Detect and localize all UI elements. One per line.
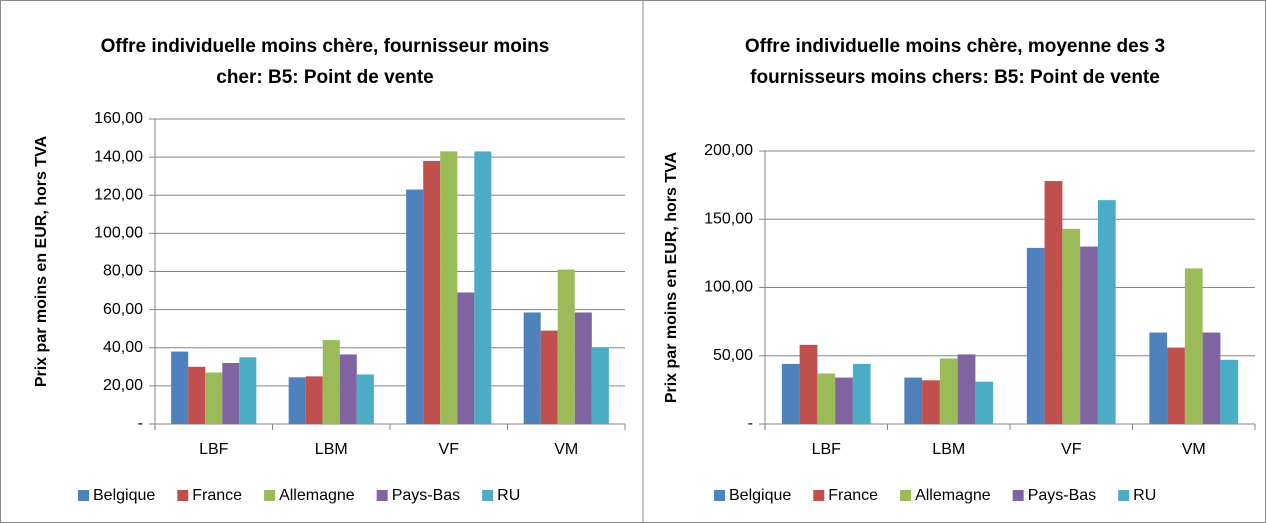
bar — [288, 377, 306, 424]
bar — [904, 377, 923, 424]
y-tick-label: 160,00 — [94, 110, 143, 127]
bar — [1220, 359, 1239, 424]
legend-swatch — [376, 490, 388, 501]
bar — [1062, 228, 1081, 424]
bar — [852, 363, 871, 424]
bar — [188, 366, 206, 424]
y-axis-label: Prix par moins en EUR, hors TVA — [663, 151, 680, 403]
bar — [1080, 246, 1098, 424]
x-tick-label: LBF — [812, 441, 842, 458]
legend-label: Allemagne — [279, 487, 355, 504]
bar — [474, 151, 492, 424]
x-tick-label: LBM — [315, 441, 348, 458]
x-tick-label: VM — [1182, 441, 1206, 458]
chart-title: Offre individuelle moins chère, fourniss… — [100, 36, 550, 88]
bar — [1167, 347, 1185, 424]
bar — [1026, 247, 1045, 424]
bar — [339, 354, 357, 424]
y-tick-label: 140,00 — [94, 148, 143, 165]
bar — [1202, 332, 1221, 424]
y-tick-label: 80,00 — [103, 263, 143, 280]
bar — [305, 376, 323, 424]
bar — [540, 330, 558, 424]
legend-swatch — [813, 490, 825, 501]
y-tick-label: 100,00 — [704, 279, 753, 296]
bar — [1097, 200, 1116, 424]
bar — [975, 381, 994, 424]
y-tick-label: 60,00 — [103, 301, 143, 318]
legend-label: France — [192, 487, 242, 504]
bar — [222, 363, 240, 424]
legend-swatch — [1118, 490, 1130, 501]
bar — [557, 269, 575, 424]
bar — [1184, 268, 1203, 424]
bar — [574, 312, 592, 424]
x-tick-label: LBF — [199, 441, 229, 458]
x-tick-label: VM — [554, 441, 578, 458]
bar — [957, 354, 976, 424]
y-tick-label: 200,00 — [704, 142, 753, 159]
bar — [939, 358, 958, 424]
y-tick-label: - — [748, 415, 753, 432]
legend-swatch — [482, 490, 494, 501]
legend-swatch — [177, 490, 189, 501]
y-tick-label: 120,00 — [94, 186, 143, 203]
bar — [171, 351, 189, 424]
bar — [922, 380, 940, 424]
bar — [239, 357, 257, 424]
y-tick-label: 150,00 — [704, 210, 753, 227]
legend-label: Allemagne — [915, 487, 991, 504]
bar — [205, 372, 223, 424]
legend-swatch — [264, 490, 276, 501]
y-tick-label: 20,00 — [103, 377, 143, 394]
y-axis-label: Prix par moins en EUR, hors TVA — [33, 135, 50, 387]
legend-label: Pays-Bas — [392, 487, 460, 504]
legend-label: Belgique — [729, 487, 791, 504]
chart-title: Offre individuelle moins chère, moyenne … — [744, 36, 1166, 88]
legend-swatch — [78, 490, 89, 501]
x-tick-label: VF — [439, 441, 460, 458]
y-tick-label: 40,00 — [103, 339, 143, 356]
bar — [406, 189, 424, 424]
legend-label: Pays-Bas — [1028, 487, 1096, 504]
bar — [457, 292, 475, 424]
legend-swatch — [900, 490, 912, 501]
legend-label: Belgique — [93, 487, 155, 504]
bar — [523, 312, 541, 424]
bar — [817, 373, 836, 424]
y-tick-label: 50,00 — [713, 347, 753, 364]
bar — [799, 344, 818, 424]
legend-swatch — [1012, 490, 1024, 501]
legend-label: France — [828, 487, 878, 504]
legend-swatch — [714, 490, 725, 501]
bar — [781, 363, 800, 424]
x-tick-label: VF — [1061, 441, 1082, 458]
legend-label: RU — [497, 487, 520, 504]
legend-label: RU — [1133, 487, 1156, 504]
bar — [1044, 181, 1063, 424]
bar — [1149, 332, 1168, 424]
y-tick-label: 100,00 — [94, 225, 143, 242]
y-tick-label: - — [138, 415, 143, 432]
bar — [591, 347, 609, 424]
bar — [322, 340, 340, 424]
bar — [356, 374, 374, 424]
x-tick-label: LBM — [932, 441, 965, 458]
bar — [835, 377, 853, 424]
bar — [423, 160, 441, 424]
bar — [440, 151, 458, 424]
